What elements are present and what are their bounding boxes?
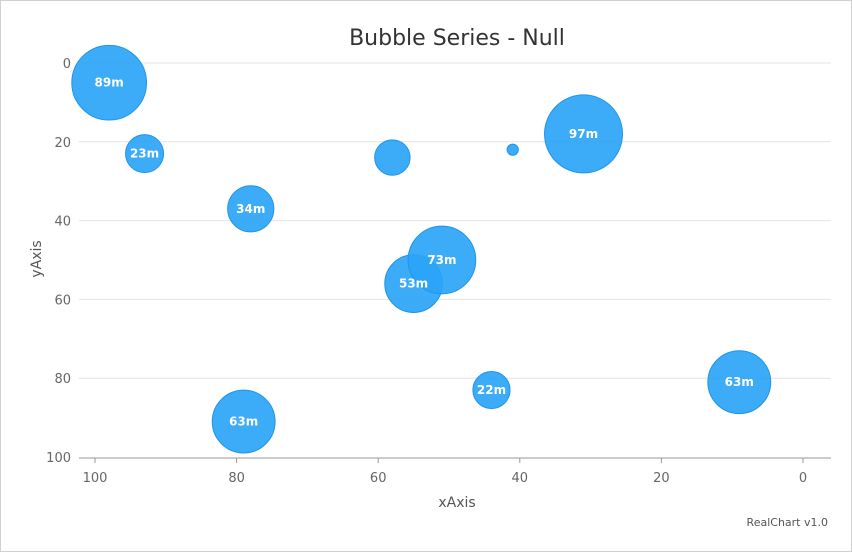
x-tick-label-100: 100 — [83, 471, 108, 486]
bubble-9 — [544, 94, 624, 174]
bubble-data-label-0: 89m — [95, 76, 124, 90]
bubble-data-label-10: 63m — [725, 375, 754, 389]
bubble-data-label-9: 97m — [569, 127, 598, 141]
bubble-8 — [506, 143, 519, 156]
x-tick-label-60: 60 — [370, 471, 387, 486]
y-tick-label-0: 0 — [63, 57, 71, 72]
bubble-data-label-7: 22m — [477, 383, 506, 397]
y-axis-ticks: 0 20 40 60 80 100 — [46, 57, 71, 466]
bubble-4 — [374, 139, 411, 176]
bubble-data-label-1: 23m — [130, 147, 159, 161]
bubble-data-label-2: 34m — [236, 202, 265, 216]
chart-title: Bubble Series - Null — [349, 26, 565, 51]
y-tick-label-80: 80 — [54, 372, 71, 387]
y-tick-label-20: 20 — [54, 136, 71, 151]
x-axis-title: xAxis — [438, 495, 475, 511]
x-tick-label-20: 20 — [653, 471, 670, 486]
bubble-data-label-6: 73m — [427, 253, 456, 267]
x-tick-label-0: 0 — [799, 471, 807, 486]
x-tick-label-40: 40 — [512, 471, 529, 486]
bubble-1 — [125, 134, 165, 174]
y-tick-label-100: 100 — [46, 451, 71, 466]
bubble-data-label-3: 63m — [229, 415, 258, 429]
y-tick-label-40: 40 — [54, 215, 71, 230]
bubble-0 — [71, 44, 148, 121]
y-axis-title: yAxis — [29, 240, 45, 277]
bubble-10 — [707, 350, 772, 415]
x-tick-label-80: 80 — [228, 471, 245, 486]
bubble-6 — [407, 225, 477, 295]
bubble-labels: 89m 23m 34m 63m 53m 73m 22m 97m 63m — [95, 76, 754, 429]
bubble-2 — [227, 185, 275, 233]
x-axis-ticks: 100 80 60 40 20 0 — [83, 458, 807, 486]
bubble-data-label-5: 53m — [399, 277, 428, 291]
chart-credit: RealChart v1.0 — [747, 516, 828, 529]
grid-lines — [79, 62, 831, 379]
bubble-series — [71, 44, 772, 454]
bubble-3 — [211, 389, 276, 454]
y-tick-label-60: 60 — [54, 293, 71, 308]
bubble-7 — [472, 370, 511, 410]
